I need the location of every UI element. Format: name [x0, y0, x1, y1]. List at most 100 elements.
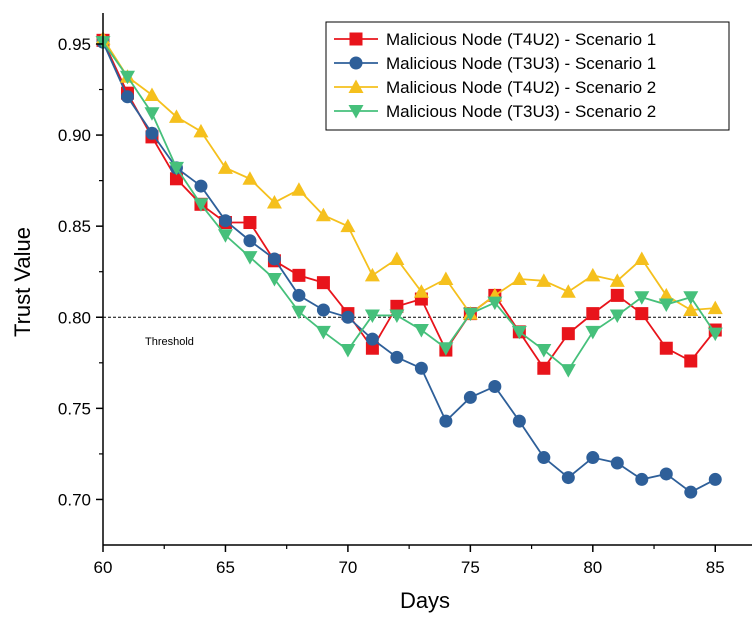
data-point [609, 309, 625, 323]
data-point [684, 485, 698, 499]
data-point [389, 309, 405, 323]
data-point [340, 344, 356, 358]
data-point [659, 467, 673, 481]
data-point [536, 273, 552, 287]
data-point [292, 268, 306, 282]
y-tick-label: 0.70 [58, 490, 91, 509]
data-point [266, 273, 282, 287]
series-line [102, 41, 717, 372]
data-point [438, 271, 454, 285]
data-point [243, 216, 257, 230]
series-layer [95, 31, 723, 499]
data-point [316, 276, 330, 290]
data-point [609, 273, 625, 287]
data-point [390, 350, 404, 364]
x-axis-title: Days [400, 588, 450, 613]
data-point [511, 271, 527, 285]
legend-marker [349, 56, 363, 70]
data-point [168, 161, 184, 176]
data-point [462, 307, 478, 322]
data-point [292, 288, 306, 302]
threshold-label: Threshold [145, 336, 194, 348]
y-tick-label: 0.80 [58, 308, 91, 327]
data-point [242, 171, 258, 185]
data-point [659, 341, 673, 355]
data-point [217, 160, 233, 174]
legend-item: Malicious Node (T4U2) - Scenario 2 [334, 78, 656, 97]
data-point [634, 291, 650, 305]
legend-marker [348, 79, 364, 93]
data-point [707, 300, 723, 315]
y-tick-label: 0.85 [58, 217, 91, 236]
legend-box [325, 21, 730, 131]
legend-label: Malicious Node (T3U3) - Scenario 1 [386, 54, 656, 73]
data-point [266, 194, 282, 209]
x-tick-label: 80 [583, 558, 602, 577]
data-point [707, 327, 723, 342]
data-point [341, 310, 355, 324]
y-axis-title: Trust Value [10, 227, 35, 337]
data-point [560, 284, 576, 298]
data-point [169, 172, 183, 186]
data-point [634, 251, 650, 265]
data-point [364, 267, 380, 282]
y-tick-label: 0.75 [58, 399, 91, 418]
data-point [537, 451, 551, 465]
data-point [145, 126, 159, 140]
data-point [193, 123, 209, 138]
data-point [463, 390, 477, 404]
data-point [488, 379, 502, 393]
x-tick-label: 60 [94, 558, 113, 577]
legend-label: Malicious Node (T3U3) - Scenario 2 [386, 102, 656, 121]
data-point [684, 354, 698, 368]
data-point [658, 287, 674, 302]
data-point [243, 234, 257, 248]
x-tick-label: 85 [706, 558, 725, 577]
data-point [635, 307, 649, 321]
x-tick-label: 65 [216, 558, 235, 577]
data-point [438, 342, 454, 356]
series-line [102, 38, 716, 315]
data-point [683, 291, 699, 305]
data-point [561, 471, 575, 485]
data-point [365, 332, 379, 346]
data-point [389, 251, 405, 265]
data-point [586, 307, 600, 321]
data-point [144, 107, 160, 121]
data-point [512, 414, 526, 428]
data-point [413, 324, 429, 338]
data-point [658, 298, 674, 313]
data-point [194, 179, 208, 193]
data-point [561, 327, 575, 341]
legend-marker [349, 32, 363, 46]
data-point [708, 472, 722, 486]
y-tick-label: 0.90 [58, 126, 91, 145]
data-point [218, 214, 232, 228]
y-tick-label: 0.95 [58, 35, 91, 54]
data-point [316, 303, 330, 317]
series-3 [95, 31, 723, 320]
data-point [511, 325, 527, 340]
data-point [414, 361, 428, 375]
data-point [537, 361, 551, 375]
data-point [168, 109, 184, 123]
series-4 [95, 36, 723, 378]
data-point [635, 472, 649, 486]
data-point [365, 341, 379, 355]
data-point [315, 207, 331, 222]
data-point [291, 305, 307, 320]
data-point [585, 267, 601, 282]
data-point [683, 302, 699, 316]
data-point [193, 198, 209, 212]
data-point [315, 325, 331, 340]
data-point [487, 296, 503, 311]
data-point [439, 414, 453, 428]
data-point [364, 309, 380, 323]
data-point [291, 182, 307, 196]
legend-item: Malicious Node (T3U3) - Scenario 1 [334, 54, 656, 73]
legend-label: Malicious Node (T4U2) - Scenario 2 [386, 78, 656, 97]
data-point [536, 344, 552, 358]
axes-layer: 60 65 70 75 80 85 0.70 0.75 0.80 0.85 0.90 0.95 [58, 13, 752, 577]
data-point [267, 252, 281, 266]
legend: Malicious Node (T4U2) - Scenario 1 Malici… [325, 21, 730, 131]
